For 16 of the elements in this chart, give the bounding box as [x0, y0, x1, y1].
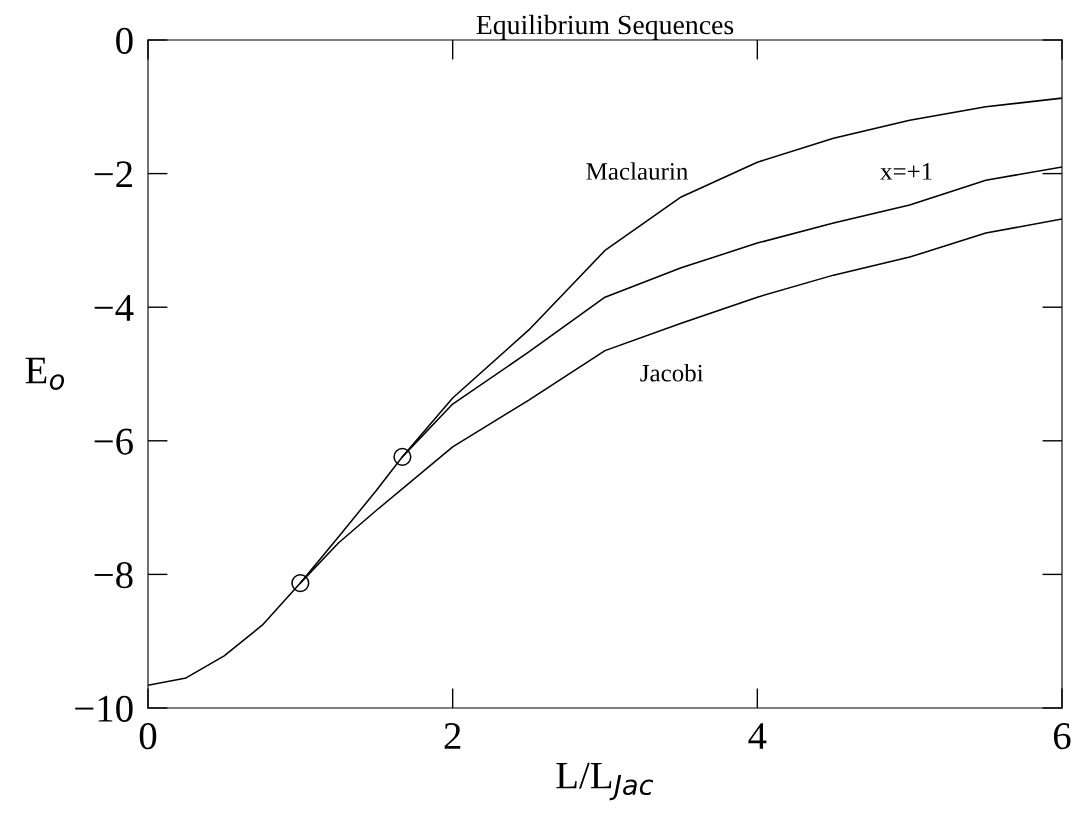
y-tick-label: 0 — [116, 27, 133, 54]
x-tick-label: 6 — [1053, 723, 1071, 750]
y-axis-title: E$_{o}$ — [25, 357, 65, 390]
y-tick-label: −6 — [94, 428, 133, 455]
y-tick-label: −4 — [94, 295, 134, 321]
x-tick-label: 0 — [139, 723, 157, 750]
y-tick-label: −8 — [94, 562, 133, 589]
chart-title: Equilibrium Sequences — [476, 14, 734, 40]
x-tick-label: 4 — [748, 723, 767, 749]
annotation: Jacobi — [640, 364, 704, 382]
x-axis-title: L/L$_{Jac}$ — [556, 762, 654, 801]
y-tick-label: −10 — [75, 695, 133, 722]
annotation: Maclaurin — [586, 162, 688, 180]
x-tick-label: 2 — [444, 723, 461, 749]
y-tick-label: −2 — [94, 161, 132, 188]
annotation: x=+1 — [880, 163, 932, 180]
